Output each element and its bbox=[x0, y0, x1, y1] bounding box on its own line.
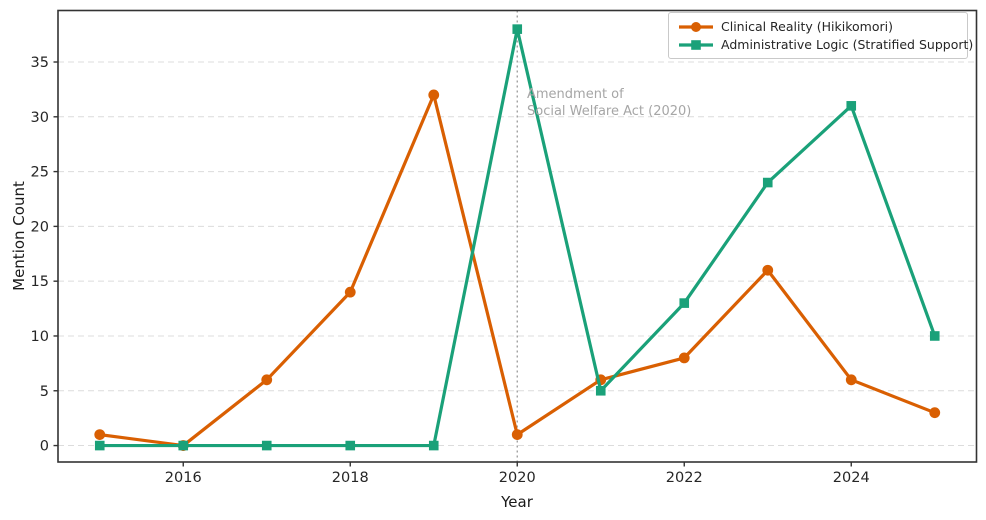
clinical-reality-marker bbox=[261, 374, 273, 386]
x-tick-label: 2024 bbox=[833, 470, 870, 486]
clinical-reality-marker bbox=[94, 429, 106, 441]
y-tick-label: 0 bbox=[40, 439, 49, 455]
x-tick-label: 2016 bbox=[165, 470, 202, 486]
legend: Clinical Reality (Hikikomori) Administra… bbox=[668, 12, 973, 59]
clinical-reality-marker bbox=[678, 352, 690, 364]
clinical-reality-marker bbox=[511, 429, 523, 441]
y-tick-label: 5 bbox=[40, 384, 49, 400]
annotation-line-1: Amendment of bbox=[527, 87, 624, 102]
legend-item-clinical-reality: Clinical Reality (Hikikomori) bbox=[678, 19, 961, 34]
x-tick-label: 2022 bbox=[666, 470, 703, 486]
clinical-reality-marker bbox=[428, 89, 440, 101]
clinical-reality-marker bbox=[845, 374, 857, 386]
x-tick-label: 2018 bbox=[332, 470, 369, 486]
y-axis-title: Mention Count bbox=[10, 181, 28, 291]
legend-label-clinical-reality: Clinical Reality (Hikikomori) bbox=[721, 19, 893, 34]
administrative-logic-marker bbox=[762, 177, 773, 188]
y-tick-label: 30 bbox=[31, 110, 49, 126]
legend-item-administrative-logic: Administrative Logic (Stratified Support… bbox=[678, 37, 973, 52]
administrative-logic-marker bbox=[345, 440, 356, 451]
clinical-reality-marker bbox=[762, 264, 774, 276]
legend-sample-line-circle-icon bbox=[679, 21, 713, 32]
annotation-line-2: Social Welfare Act (2020) bbox=[527, 104, 692, 119]
y-tick-label: 25 bbox=[31, 165, 49, 181]
y-tick-label: 10 bbox=[31, 329, 49, 345]
administrative-logic-marker bbox=[846, 101, 857, 111]
administrative-logic-marker bbox=[679, 298, 690, 308]
administrative-logic-marker bbox=[94, 440, 105, 451]
annotation-amendment: Amendment of Social Welfare Act (2020) bbox=[527, 86, 691, 120]
y-tick-label: 15 bbox=[31, 274, 49, 290]
administrative-logic-marker bbox=[261, 440, 272, 451]
x-tick-label: 2020 bbox=[499, 470, 536, 486]
y-tick-label: 35 bbox=[31, 55, 49, 71]
administrative-logic-marker bbox=[595, 385, 606, 396]
administrative-logic-marker bbox=[178, 440, 189, 451]
y-tick-label: 20 bbox=[31, 219, 49, 235]
clinical-reality-marker bbox=[929, 407, 941, 419]
administrative-logic-marker bbox=[929, 331, 940, 341]
administrative-logic-marker bbox=[512, 24, 523, 34]
legend-sample-line-square-icon bbox=[679, 39, 713, 50]
clinical-reality-marker bbox=[344, 286, 356, 298]
administrative-logic-marker bbox=[428, 440, 439, 451]
x-axis-title: Year bbox=[501, 493, 533, 511]
legend-label-administrative-logic: Administrative Logic (Stratified Support… bbox=[721, 37, 974, 52]
